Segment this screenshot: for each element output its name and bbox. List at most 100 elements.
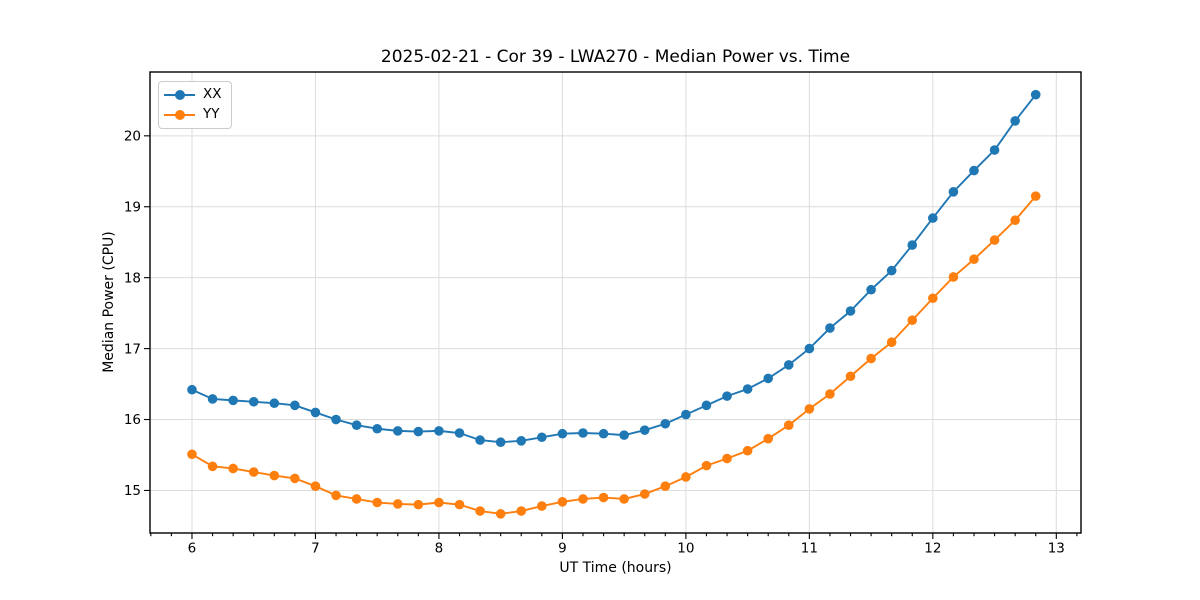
- data-point: [557, 428, 568, 439]
- data-point: [372, 423, 382, 434]
- data-point: [825, 389, 835, 399]
- data-point: [537, 501, 547, 511]
- series-line-xx: [191, 94, 1037, 444]
- legend-line-marker-yy: [164, 109, 195, 121]
- data-point: [578, 494, 588, 504]
- data-point: [187, 449, 197, 460]
- data-point: [228, 463, 238, 474]
- data-point: [248, 467, 259, 477]
- data-point: [928, 213, 938, 223]
- data-point: [907, 315, 918, 326]
- data-point: [969, 254, 979, 265]
- y-tick-label: 18: [124, 270, 141, 286]
- data-point: [722, 453, 732, 464]
- data-point: [845, 306, 856, 316]
- data-point: [866, 284, 876, 295]
- data-point: [783, 420, 794, 430]
- data-point: [660, 418, 671, 429]
- x-tick-label: 9: [558, 541, 567, 557]
- data-point: [866, 353, 876, 364]
- legend-label-yy: YY: [203, 106, 220, 123]
- data-point: [516, 506, 527, 516]
- legend-dot-icon: [174, 90, 185, 100]
- data-point: [639, 489, 650, 499]
- data-point: [1010, 215, 1020, 226]
- data-point: [763, 373, 774, 384]
- data-point: [722, 391, 732, 401]
- x-tick-label: 7: [311, 541, 320, 557]
- data-point: [290, 400, 300, 411]
- x-tick-label: 13: [1048, 541, 1065, 557]
- data-point: [331, 414, 341, 425]
- data-point: [557, 496, 568, 507]
- gridlines: [150, 72, 1081, 533]
- data-point: [742, 445, 753, 456]
- legend-dot-icon: [174, 110, 185, 120]
- data-point: [578, 428, 588, 438]
- data-point: [681, 409, 691, 420]
- data-point: [886, 337, 897, 348]
- data-point: [413, 499, 424, 510]
- data-point: [845, 371, 856, 382]
- data-point: [619, 494, 629, 504]
- data-point: [598, 492, 609, 503]
- data-point: [351, 494, 362, 504]
- data-point: [290, 473, 300, 484]
- data-point: [948, 187, 959, 197]
- legend: XX YY: [158, 81, 232, 129]
- legend-line-marker-xx: [164, 89, 195, 101]
- data-point: [948, 272, 959, 282]
- plot-frame: [149, 71, 1082, 534]
- data-point: [310, 481, 321, 491]
- data-point: [804, 343, 815, 354]
- data-point: [701, 460, 712, 471]
- data-point: [413, 426, 424, 437]
- data-point: [392, 499, 403, 509]
- data-point: [804, 404, 815, 414]
- x-tick-label: 10: [677, 541, 694, 557]
- data-point: [1030, 191, 1041, 201]
- data-point: [351, 420, 362, 430]
- data-point: [434, 426, 444, 436]
- data-point: [207, 461, 218, 472]
- data-point: [763, 433, 774, 444]
- data-point: [475, 506, 485, 516]
- data-point: [454, 499, 465, 510]
- y-tick-label: 17: [124, 341, 141, 357]
- legend-label-xx: XX: [203, 86, 222, 103]
- legend-item-xx: XX: [164, 86, 222, 104]
- y-tick-label: 20: [124, 129, 141, 145]
- x-axis-label: UT Time (hours): [559, 560, 672, 576]
- data-point: [228, 395, 238, 406]
- data-point: [207, 394, 218, 404]
- data-point: [495, 509, 506, 519]
- chart-title: 2025-02-21 - Cor 39 - LWA270 - Median Po…: [380, 47, 851, 67]
- tick-labels: 6 7 8 9 10 11 12 13 15 16 17 18 19 20: [124, 129, 1065, 557]
- data-point: [742, 384, 753, 394]
- data-point: [475, 435, 485, 445]
- y-tick-label: 15: [124, 483, 141, 499]
- data-point: [598, 428, 609, 439]
- data-point: [331, 490, 341, 501]
- data-point: [310, 407, 321, 418]
- data-point: [495, 437, 506, 448]
- x-tick-label: 12: [924, 541, 941, 557]
- data-point: [928, 293, 938, 304]
- data-point: [907, 240, 918, 250]
- data-point: [619, 430, 629, 440]
- data-point: [269, 470, 280, 481]
- data-point: [248, 396, 259, 407]
- data-point: [392, 426, 403, 436]
- data-point: [783, 360, 794, 370]
- x-tick-label: 11: [801, 541, 818, 557]
- legend-item-yy: YY: [164, 106, 222, 124]
- data-point: [187, 384, 197, 395]
- y-tick-label: 19: [124, 199, 141, 215]
- data-point: [434, 497, 444, 508]
- data-point: [1010, 116, 1020, 126]
- series-yy: [187, 191, 1041, 519]
- data-point: [825, 323, 835, 333]
- data-point: [989, 145, 1000, 155]
- data-point: [681, 472, 691, 482]
